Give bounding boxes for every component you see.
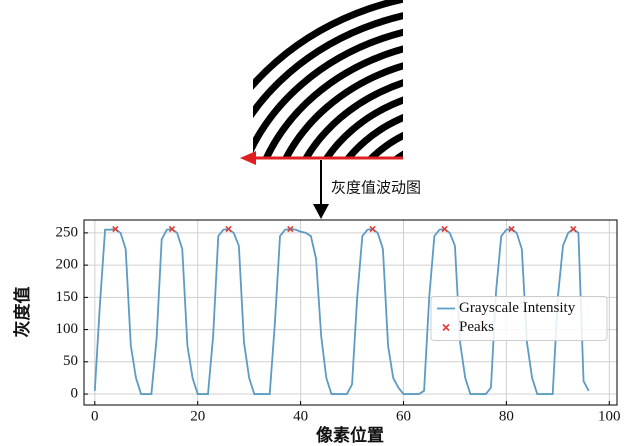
scan-arrow-head bbox=[240, 151, 256, 165]
page: 灰度值波动图 像素位置 灰度值 0 50 100 150 200 250 0 20 40 60 80… bbox=[0, 0, 632, 446]
y-tick-label: 0 bbox=[71, 385, 79, 401]
chart: 灰度值波动图 像素位置 灰度值 0 50 100 150 200 250 0 20 40 60 80… bbox=[0, 0, 632, 446]
x-tick-label: 40 bbox=[293, 408, 308, 424]
legend-label: Grayscale Intensity bbox=[459, 300, 576, 316]
peak-marker bbox=[571, 226, 576, 231]
x-tick-label: 100 bbox=[598, 408, 621, 424]
y-axis-label: 灰度值 bbox=[12, 287, 32, 338]
x-axis-label: 像素位置 bbox=[316, 425, 384, 445]
down-arrow-head bbox=[313, 204, 329, 219]
x-tick-label: 80 bbox=[499, 408, 514, 424]
y-tick-label: 200 bbox=[56, 257, 79, 273]
x-tick-label: 20 bbox=[190, 408, 205, 424]
y-tick-label: 150 bbox=[56, 289, 79, 305]
y-tick-label: 100 bbox=[56, 321, 79, 337]
legend-label: Peaks bbox=[459, 319, 494, 335]
fingerprint-image bbox=[196, 0, 632, 446]
annotation: 灰度值波动图 bbox=[331, 179, 421, 196]
x-tick-label: 60 bbox=[396, 408, 411, 424]
y-tick-label: 50 bbox=[63, 353, 78, 369]
y-tick-label: 250 bbox=[56, 224, 79, 240]
x-tick-label: 0 bbox=[91, 408, 99, 424]
